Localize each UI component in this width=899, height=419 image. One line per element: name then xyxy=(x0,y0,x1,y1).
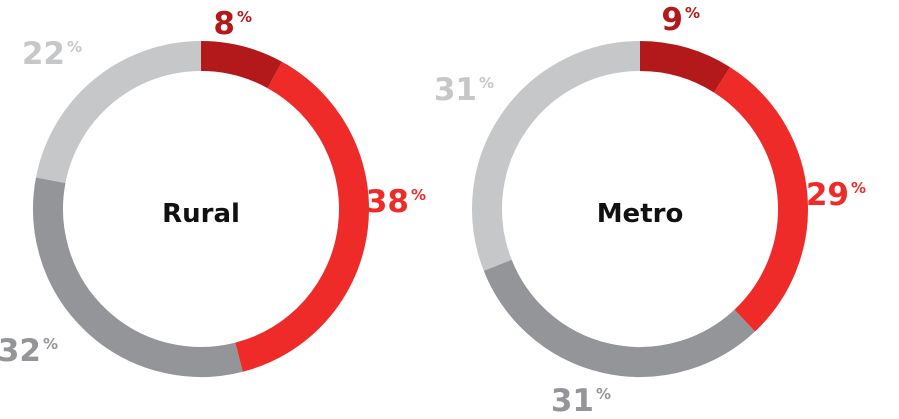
data-label-metro-0: 9% xyxy=(661,2,700,38)
donut-chart-metro: Metro 9 % 29 % 31 % 31% xyxy=(434,2,866,419)
data-label-metro-1: 29% xyxy=(806,177,866,213)
donut-chart-rural: Rural 8 % 38 % 32 % 22% xyxy=(0,6,426,377)
donut-segment-metro-1 xyxy=(713,67,808,332)
donut-segment-rural-2 xyxy=(33,177,243,377)
donut-segment-rural-0 xyxy=(200,41,282,89)
data-label-rural-3: 22% xyxy=(22,36,82,72)
data-label-rural-0: 8% xyxy=(213,6,252,42)
donut-segment-metro-3 xyxy=(472,41,641,271)
donut-center-label-metro: Metro xyxy=(597,199,684,229)
donut-segment-rural-3 xyxy=(35,41,202,184)
data-label-metro-3: 31% xyxy=(434,72,494,108)
donut-segment-metro-2 xyxy=(483,259,755,377)
donut-segment-rural-1 xyxy=(235,61,369,372)
data-label-metro-2: 31% xyxy=(551,383,611,419)
donut-center-label-rural: Rural xyxy=(162,199,240,229)
data-label-rural-1: 38% xyxy=(366,184,426,220)
donut-segment-metro-0 xyxy=(639,41,731,93)
data-label-rural-2: 32% xyxy=(0,333,58,369)
